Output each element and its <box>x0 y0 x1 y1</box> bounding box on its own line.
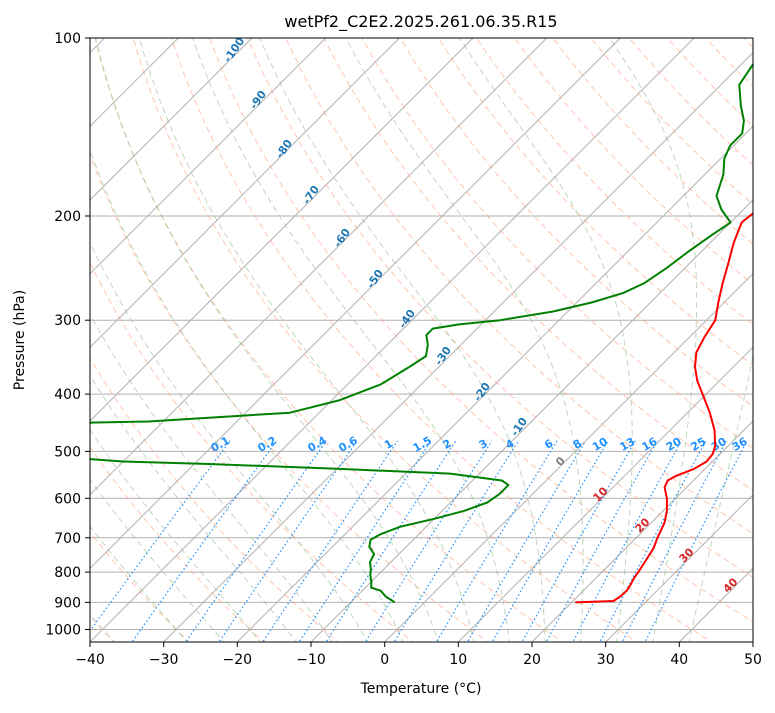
y-tick-label: 900 <box>54 595 81 611</box>
dry-adiabat-label: -100 <box>221 35 248 65</box>
y-tick-label: 500 <box>54 444 81 460</box>
x-tick-label: −40 <box>75 652 105 668</box>
isotherm <box>311 38 775 642</box>
moist-adiabat <box>0 38 226 644</box>
dry-adiabat <box>0 38 341 644</box>
y-tick-label: 700 <box>54 531 81 547</box>
x-axis: −40 −30 −20 −10 0 10 20 30 40 50 <box>75 642 762 668</box>
x-tick-label: 20 <box>523 652 541 668</box>
dry-adiabat-label: -30 <box>432 344 454 368</box>
dry-adiabat-label: -10 <box>508 415 530 439</box>
moist-adiabat <box>0 38 298 644</box>
mixing-ratio-label: 3 <box>477 437 490 452</box>
mixing-ratio-line <box>572 441 682 645</box>
dry-adiabat-label: -60 <box>331 226 353 250</box>
dry-adiabat <box>133 38 641 644</box>
y-tick-label: 200 <box>54 209 81 225</box>
isotherm <box>0 38 399 642</box>
moist-adiabat-label: 40 <box>721 575 741 595</box>
chart-title: wetPf2_C2E2.2025.261.06.35.R15 <box>284 12 557 32</box>
y-tick-label: 1000 <box>45 623 81 639</box>
y-tick-label: 300 <box>54 313 81 329</box>
dry-adiabat <box>744 38 775 644</box>
mixing-ratio-line <box>184 441 326 645</box>
y-axis-label: Pressure (hPa) <box>12 290 28 390</box>
mixing-ratio-label: 6 <box>542 437 555 452</box>
dry-adiabat <box>438 38 775 644</box>
y-tick-label: 100 <box>54 31 81 47</box>
isotherm <box>532 38 775 642</box>
dry-adiabat-label: -90 <box>247 88 269 112</box>
mixing-ratio-line <box>621 441 726 645</box>
moist-adiabat-label: 10 <box>591 484 611 504</box>
y-tick-label: 400 <box>54 387 81 403</box>
isotherm <box>753 38 775 642</box>
mixing-ratio-line <box>130 441 276 645</box>
moist-adiabat <box>0 38 334 644</box>
isotherm <box>0 38 547 642</box>
x-axis-label: Temperature (°C) <box>360 681 482 697</box>
x-tick-label: −10 <box>296 652 326 668</box>
isotherm <box>16 38 620 642</box>
x-tick-label: 10 <box>449 652 467 668</box>
dry-adiabat <box>57 38 491 644</box>
x-tick-label: −20 <box>223 652 253 668</box>
y-tick-label: 600 <box>54 491 81 507</box>
x-tick-label: −30 <box>149 652 179 668</box>
x-tick-label: 30 <box>597 652 615 668</box>
mixing-ratio-line <box>545 441 657 645</box>
mixing-ratio-label: 2 <box>441 437 454 452</box>
mixing-ratio-line <box>491 441 608 645</box>
x-tick-label: 50 <box>744 652 762 668</box>
moist-adiabat <box>0 38 262 644</box>
moist-adiabat-label: 20 <box>633 515 653 535</box>
background-lines <box>0 38 775 644</box>
dry-adiabat <box>362 38 775 644</box>
isotherm <box>164 38 768 642</box>
mixing-ratio-label: 4 <box>503 437 516 452</box>
y-tick-label: 800 <box>54 565 81 581</box>
dry-adiabat <box>0 38 266 644</box>
isotherm <box>0 38 326 642</box>
dry-adiabat <box>553 38 775 644</box>
isotherm <box>90 38 694 642</box>
mixing-ratio-line <box>435 441 557 645</box>
isotherm <box>679 38 775 642</box>
moist-adiabat-label: 30 <box>677 545 697 565</box>
x-tick-label: 0 <box>380 652 389 668</box>
x-tick-label: 40 <box>670 652 688 668</box>
dry-adiabat-label: -70 <box>300 183 322 207</box>
isotherm <box>0 38 252 642</box>
dry-adiabat-label: -40 <box>396 307 418 331</box>
moist-adiabat <box>193 38 510 644</box>
y-axis: 1000 900 800 700 600 500 400 300 200 100 <box>45 31 90 639</box>
dry-adiabat-label: -50 <box>364 267 386 291</box>
dry-adiabat <box>324 38 775 644</box>
moist-adiabat <box>260 38 545 644</box>
dry-adiabat <box>515 38 775 644</box>
dry-adiabat <box>248 38 775 644</box>
dry-adiabat-label: -80 <box>273 137 295 161</box>
